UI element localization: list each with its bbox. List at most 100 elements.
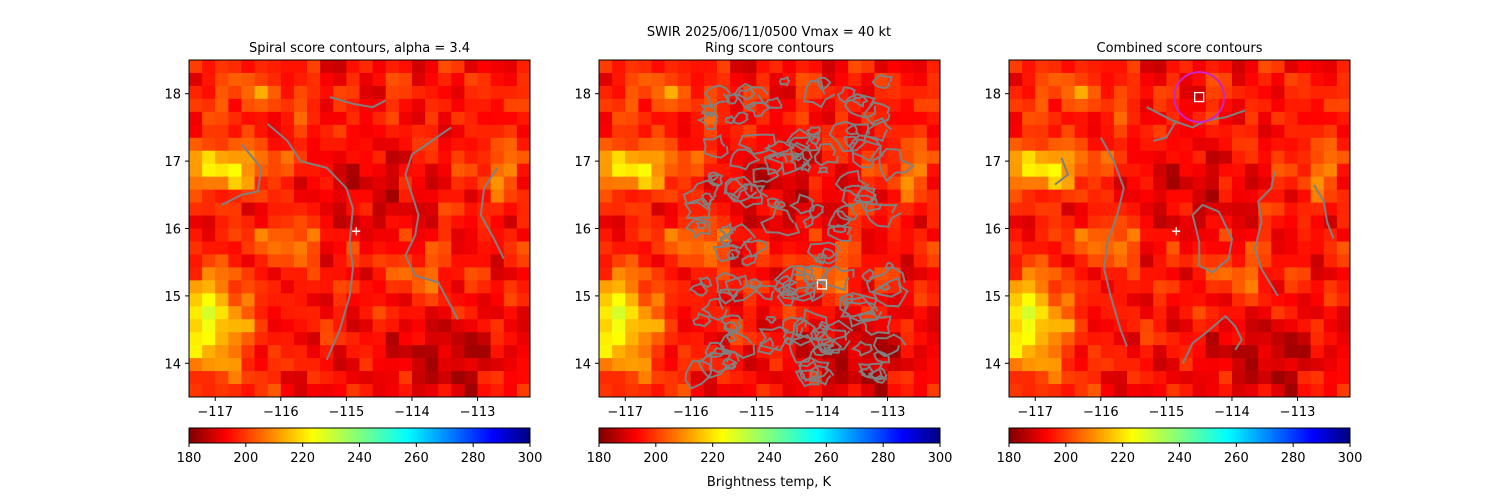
heatmap-cell	[1231, 254, 1246, 268]
heatmap-cell	[1035, 254, 1049, 268]
heatmap-cell	[438, 215, 452, 230]
heatmap-cell	[477, 228, 492, 243]
y-tick-label: 17	[164, 155, 181, 170]
heatmap-cell	[451, 202, 466, 217]
heatmap-cell	[267, 163, 282, 178]
heatmap-cell	[1271, 371, 1286, 385]
heatmap-cell	[756, 332, 771, 346]
heatmap-cell	[1100, 371, 1115, 385]
heatmap-cell	[333, 137, 347, 152]
heatmap-cell	[703, 163, 718, 178]
heatmap-cell	[503, 60, 518, 74]
ring-contour	[839, 292, 879, 328]
heatmap-cell	[638, 358, 653, 372]
heatmap-cell	[1140, 306, 1154, 320]
heatmap-cell	[1284, 124, 1299, 139]
heatmap-cell	[477, 371, 492, 385]
heatmap-cell	[612, 215, 626, 230]
heatmap-cell	[887, 228, 902, 243]
heatmap-cell	[254, 228, 269, 243]
heatmap-cell	[385, 228, 400, 243]
heatmap-cell	[202, 306, 216, 320]
heatmap-cell	[703, 137, 718, 152]
heatmap-cell	[1022, 60, 1036, 74]
heatmap-cell	[307, 124, 321, 139]
heatmap-cell	[464, 371, 479, 385]
heatmap-cell	[189, 228, 203, 243]
heatmap-cell	[1074, 293, 1089, 307]
heatmap-cell	[874, 228, 889, 243]
heatmap-cell	[1153, 72, 1167, 87]
ring-contour	[878, 147, 915, 183]
heatmap-cell	[1035, 332, 1049, 346]
brightness-temp-field	[189, 60, 530, 397]
heatmap-cell	[1100, 189, 1115, 204]
heatmap-cell	[228, 358, 243, 372]
heatmap-cell	[612, 371, 626, 385]
y-tick-label: 15	[164, 290, 181, 305]
heatmap-cell	[490, 384, 505, 397]
ring-contour	[733, 111, 749, 125]
heatmap-cell	[664, 163, 679, 178]
heatmap-cell	[599, 124, 613, 139]
heatmap-cell	[1074, 332, 1089, 346]
heatmap-cell	[1323, 202, 1338, 217]
heatmap-cell	[477, 254, 492, 268]
heatmap-cell	[1231, 72, 1246, 87]
heatmap-cell	[913, 111, 928, 126]
heatmap-cell	[477, 332, 492, 346]
x-tick-label: −116	[673, 405, 709, 420]
panel-title: Ring score contours	[705, 41, 834, 56]
heatmap-cell	[516, 137, 530, 152]
heatmap-cell	[887, 254, 902, 268]
heatmap-cell	[398, 267, 413, 281]
heatmap-cell	[320, 241, 334, 256]
heatmap-cell	[241, 241, 256, 256]
colorbar: 180 200 220 240 260 280 300	[587, 427, 952, 466]
heatmap-cell	[1218, 98, 1233, 113]
heatmap-cell	[1061, 332, 1076, 346]
heatmap-cell	[1127, 280, 1141, 294]
heatmap-cell	[651, 228, 666, 243]
heatmap-cell	[398, 111, 413, 126]
heatmap-cell	[651, 189, 666, 204]
heatmap-cell	[1310, 137, 1325, 152]
heatmap-cell	[1205, 60, 1220, 74]
heatmap-cell	[372, 60, 387, 74]
heatmap-cell	[215, 293, 229, 307]
heatmap-cell	[490, 358, 505, 372]
heatmap-cell	[1218, 371, 1233, 385]
heatmap-cell	[307, 319, 321, 333]
heatmap-cell	[769, 228, 784, 243]
heatmap-cell	[1022, 293, 1036, 307]
heatmap-cell	[1074, 215, 1089, 230]
heatmap-cell	[280, 98, 295, 113]
heatmap-cell	[887, 85, 902, 100]
heatmap-cell	[425, 384, 439, 397]
contour-line	[1313, 184, 1335, 239]
heatmap-cell	[189, 241, 203, 256]
heatmap-cell	[346, 306, 361, 320]
heatmap-cell	[241, 267, 256, 281]
heatmap-cell	[228, 228, 243, 243]
heatmap-cell	[293, 332, 308, 346]
heatmap-cell	[717, 60, 731, 74]
heatmap-cell	[1323, 345, 1338, 359]
heatmap-cell	[1218, 306, 1233, 320]
heatmap-cell	[346, 345, 361, 359]
heatmap-cell	[1048, 60, 1063, 74]
heatmap-cell	[690, 98, 705, 113]
heatmap-cell	[625, 241, 639, 256]
heatmap-cell	[438, 254, 452, 268]
heatmap-cell	[1323, 358, 1338, 372]
heatmap-cell	[1022, 72, 1036, 87]
heatmap-cell	[254, 72, 269, 87]
heatmap-cell	[228, 163, 243, 178]
heatmap-cell	[1192, 345, 1207, 359]
ring-contour	[715, 271, 748, 298]
heatmap-cell	[202, 319, 216, 333]
heatmap-cell	[638, 137, 653, 152]
heatmap-cell	[1284, 241, 1299, 256]
heatmap-cell	[228, 280, 243, 294]
heatmap-cell	[690, 267, 705, 281]
